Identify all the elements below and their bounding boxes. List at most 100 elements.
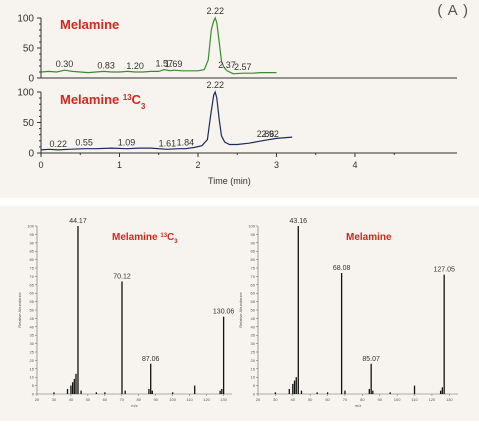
y-tick-label: 100: [17, 14, 34, 25]
peak-mz-label: 127.05: [433, 267, 455, 274]
x-tick-label: 0: [38, 160, 43, 170]
y-tick-label: 40: [30, 324, 35, 329]
y-tick-label: 45: [30, 316, 35, 321]
x-tick-label: 100: [169, 397, 176, 402]
x-axis-title: m/z: [131, 403, 137, 408]
peak-label: 1.84: [177, 138, 195, 148]
x-tick-label: 90: [153, 397, 158, 402]
x-tick-label: 110: [186, 397, 193, 402]
chromatogram-panel: ( A ) 0 50 100 0.30 0.83 1.20 1.57 1.69 2.22 2.37…: [0, 0, 479, 198]
peak-label: 1.57: [155, 59, 173, 69]
x-tick-label: 120: [203, 397, 210, 402]
y-tick-label: 15: [30, 366, 35, 371]
peak-label: 0.55: [75, 138, 93, 148]
chart-title: Melamine 13C3: [60, 92, 146, 111]
y-tick-label: 25: [30, 350, 35, 355]
panel-label: ( A ): [437, 2, 469, 19]
x-tick-label: 4: [352, 160, 357, 170]
y-tick-label: 30: [251, 341, 256, 346]
x-tick-label: 30: [273, 397, 278, 402]
y-tick-label: 90: [251, 240, 256, 245]
mass-spectra-chart: 0510152025303540455055606570758085909510…: [17, 218, 458, 408]
y-tick-label: 65: [251, 282, 256, 287]
y-tick-label: 85: [30, 249, 35, 254]
y-axis-title: Relative Abundance: [17, 291, 22, 327]
x-tick-label: 20: [256, 397, 261, 402]
y-tick-label: 5: [32, 383, 35, 388]
spectrum-title: Melamine: [346, 232, 392, 243]
x-axis-title: Time (min): [208, 176, 251, 186]
peak-label: 2.22: [206, 80, 224, 90]
x-tick-label: 1: [117, 160, 122, 170]
y-tick-label: 95: [251, 232, 256, 237]
y-tick-label: 50: [30, 308, 35, 313]
peak-label: 1.09: [118, 138, 136, 148]
x-tick-label: 80: [137, 397, 142, 402]
x-tick-label: 110: [411, 397, 418, 402]
x-tick-label: 130: [446, 397, 453, 402]
series-trace: [40, 90, 293, 151]
x-tick-label: 70: [120, 397, 125, 402]
peak-mz-label: 70.12: [113, 273, 131, 280]
y-tick-label: 0: [28, 74, 34, 85]
y-tick-label: 0: [253, 392, 256, 397]
x-tick-label: 70: [343, 397, 348, 402]
y-tick-label: 35: [251, 333, 256, 338]
mass-spectra-panel: 0 5 10 15 20 25 30 35 40 45 50 55 60 65 70 75 80 85 90 95 10…: [0, 206, 479, 421]
y-tick-label: 50: [23, 118, 35, 129]
y-tick-label: 0: [32, 392, 35, 397]
y-tick-label: 100: [17, 88, 34, 99]
y-tick-label: 5: [253, 383, 256, 388]
y-tick-label: 35: [30, 333, 35, 338]
y-tick-label: 30: [30, 341, 35, 346]
y-tick-label: 20: [251, 358, 256, 363]
x-tick-label: 50: [86, 397, 91, 402]
y-tick-label: 75: [251, 266, 256, 271]
x-tick-label: 60: [103, 397, 108, 402]
y-tick-label: 75: [30, 266, 35, 271]
peak-mz-label: 85.07: [362, 356, 380, 363]
y-tick-label: 25: [251, 350, 256, 355]
chart-title: Melamine: [60, 17, 119, 32]
x-tick-label: 80: [360, 397, 365, 402]
x-tick-label: 30: [52, 397, 57, 402]
y-tick-label: 70: [251, 274, 256, 279]
y-tick-label: 20: [30, 358, 35, 363]
x-tick-label: 130: [220, 397, 227, 402]
y-tick-label: 70: [30, 274, 35, 279]
x-tick-label: 2: [195, 160, 200, 170]
peak-mz-label: 87.06: [142, 356, 160, 363]
y-tick-label: 90: [30, 240, 35, 245]
x-tick-label: 3: [274, 160, 279, 170]
peak-label: 0.30: [56, 59, 74, 69]
x-tick-label: 40: [69, 397, 74, 402]
x-tick-label: 50: [308, 397, 313, 402]
peak-label: 1.20: [126, 61, 144, 71]
peak-label: 2.86: [257, 129, 275, 139]
x-tick-label: 120: [429, 397, 436, 402]
y-tick-label: 55: [30, 299, 35, 304]
y-tick-label: 95: [30, 232, 35, 237]
x-tick-label: 90: [378, 397, 383, 402]
y-tick-label: 0: [28, 149, 34, 160]
x-tick-label: 60: [325, 397, 330, 402]
peak-mz-label: 44.17: [69, 218, 87, 225]
y-tick-label: 45: [251, 316, 256, 321]
y-tick-label: 10: [30, 375, 35, 380]
x-tick-label: 40: [291, 397, 296, 402]
peak-label: 1.61: [159, 138, 177, 148]
y-tick-label: 50: [251, 308, 256, 313]
x-tick-label: 20: [35, 397, 40, 402]
spectrum-title: Melamine 13C3: [112, 232, 178, 245]
peak-mz-label: 68.08: [333, 265, 351, 272]
peak-label: 2.37: [218, 60, 236, 70]
peak-mz-label: 43.16: [290, 218, 308, 225]
peak-mz-label: 130.06: [213, 309, 235, 316]
peak-label: 0.83: [97, 60, 115, 70]
x-tick-label: 100: [394, 397, 401, 402]
y-tick-label: 80: [30, 257, 35, 262]
y-tick-label: 55: [251, 299, 256, 304]
y-tick-label: 85: [251, 249, 256, 254]
x-axis-title: m/z: [355, 403, 361, 408]
y-tick-label: 10: [251, 375, 256, 380]
